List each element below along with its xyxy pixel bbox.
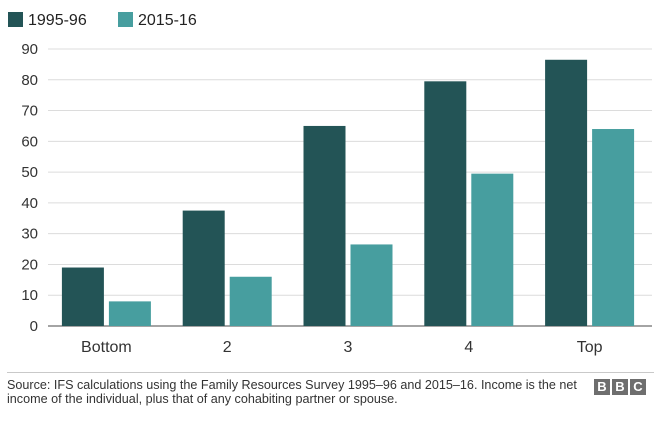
y-tick-label: 90 xyxy=(21,41,38,58)
source-divider xyxy=(7,372,654,373)
y-tick-label: 0 xyxy=(30,318,38,335)
y-tick-label: 50 xyxy=(21,164,38,181)
legend: 1995-96 2015-16 xyxy=(8,12,197,29)
y-tick-label: 20 xyxy=(21,256,38,273)
legend-label-2: 2015-16 xyxy=(138,12,197,29)
y-tick-label: 60 xyxy=(21,133,38,150)
y-tick-label: 80 xyxy=(21,72,38,89)
bar-2-4 xyxy=(471,173,514,326)
legend-swatch-2 xyxy=(118,12,133,27)
bbc-logo-letter: B xyxy=(594,379,610,395)
bar-2-1 xyxy=(108,301,151,326)
bbc-logo-letter: C xyxy=(630,379,646,395)
x-tick-label: 4 xyxy=(464,339,473,356)
legend-swatch-1 xyxy=(8,12,23,27)
y-tick-label: 70 xyxy=(21,103,38,120)
bar-chart: 1995-96 2015-16 0 10 20 30 40 50 60 70 80 90 Botto… xyxy=(8,12,652,356)
x-axis-labels: Bottom 2 3 4 Top xyxy=(81,339,603,356)
bbc-logo-letter: B xyxy=(612,379,628,395)
bar-1-4 xyxy=(424,81,467,326)
bar-2-2 xyxy=(229,276,272,326)
x-tick-label: 3 xyxy=(344,339,353,356)
bar-1-2 xyxy=(182,210,225,326)
x-tick-label: Bottom xyxy=(81,339,132,356)
bars xyxy=(61,59,635,327)
legend-label-1: 1995-96 xyxy=(28,12,87,29)
source-note: Source: IFS calculations using the Famil… xyxy=(7,378,577,406)
bbc-logo: B B C xyxy=(594,379,646,395)
y-tick-label: 40 xyxy=(21,195,38,212)
bar-2-5 xyxy=(592,129,635,326)
bar-1-5 xyxy=(545,59,588,327)
bar-2-3 xyxy=(350,244,393,326)
y-tick-label: 30 xyxy=(21,226,38,243)
x-tick-label: Top xyxy=(577,339,603,356)
y-tick-label: 10 xyxy=(21,287,38,304)
bar-1-1 xyxy=(61,267,104,326)
x-tick-label: 2 xyxy=(223,339,232,356)
bar-1-3 xyxy=(303,125,346,326)
